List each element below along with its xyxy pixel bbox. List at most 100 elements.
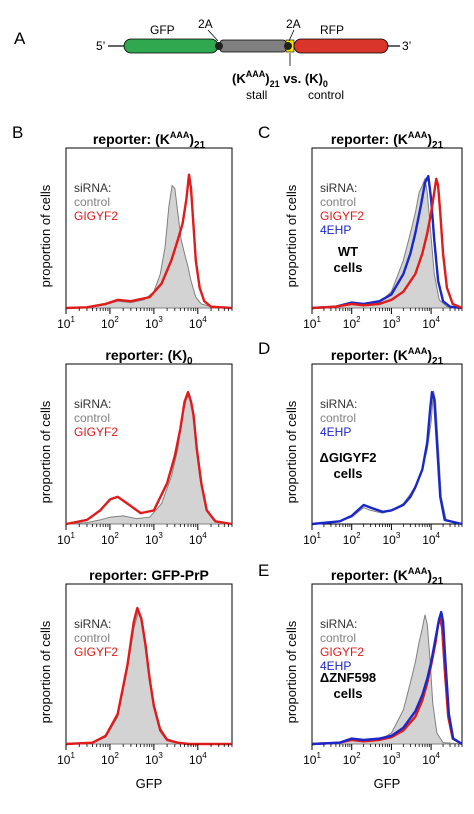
cell-line-note: ΔGIGYF2 cells bbox=[319, 450, 376, 481]
insert-caption: (KAAA)21 vs. (K)0 bbox=[232, 69, 328, 89]
legend-header: siRNA: bbox=[320, 617, 357, 631]
legend-entry-4ehp: 4EHP bbox=[320, 223, 351, 237]
legend-entry-4ehp: 4EHP bbox=[320, 659, 351, 673]
x-tick-label: 104 bbox=[422, 751, 440, 767]
two-a-left-label: 2A bbox=[198, 17, 213, 31]
x-tick-label: 103 bbox=[382, 315, 400, 331]
series-control-area bbox=[65, 184, 233, 309]
x-tick-label: 102 bbox=[101, 531, 119, 547]
x-tick-label: 103 bbox=[145, 751, 163, 767]
rfp-label: RFP bbox=[320, 23, 344, 37]
x-tick-label: 104 bbox=[422, 315, 440, 331]
y-axis-label: proportion of cells bbox=[284, 184, 299, 287]
gfp-segment bbox=[123, 38, 219, 54]
chart-title: reporter: (K)0 bbox=[105, 347, 193, 367]
x-tick-label: 103 bbox=[145, 315, 163, 331]
y-axis-label: proportion of cells bbox=[38, 620, 53, 723]
x-tick-label: 104 bbox=[189, 531, 207, 547]
chart-title: reporter: (KAAA)21 bbox=[93, 130, 206, 151]
legend-entry-control: control bbox=[320, 195, 356, 209]
y-axis-label: proportion of cells bbox=[38, 184, 53, 287]
chart-title: reporter: (KAAA)21 bbox=[331, 346, 444, 367]
panel-label-c: C bbox=[258, 123, 270, 142]
x-axis-label: GFP bbox=[374, 776, 401, 791]
series-gigyf2-line bbox=[311, 177, 463, 310]
chart-b2: reporter: (K)0 proportion of cells 101 102 1… bbox=[38, 347, 233, 547]
x-tick-label: 103 bbox=[382, 531, 400, 547]
x-tick-label: 101 bbox=[303, 531, 321, 547]
x-tick-label: 104 bbox=[422, 531, 440, 547]
chart-b1: reporter: (KAAA)21 proportion of cells 101… bbox=[38, 130, 233, 331]
chart-d: reporter: (KAAA)21 proportion of cells 101… bbox=[284, 346, 463, 547]
x-tick-label: 101 bbox=[57, 531, 75, 547]
two-a-right-label: 2A bbox=[286, 17, 301, 31]
legend-entry-gigyf2: GIGYF2 bbox=[74, 425, 118, 439]
legend-entry-gigyf2: GIGYF2 bbox=[320, 645, 364, 659]
plot-frame bbox=[311, 363, 463, 525]
chart-title: reporter: (KAAA)21 bbox=[331, 566, 444, 587]
series-gigyf2-line bbox=[65, 390, 233, 526]
x-tick-label: 102 bbox=[101, 315, 119, 331]
plot-frame bbox=[65, 363, 233, 525]
legend-entry-control: control bbox=[320, 631, 356, 645]
three-prime-label: 3’ bbox=[402, 39, 411, 53]
rfp-segment bbox=[293, 38, 389, 54]
legend-header: siRNA: bbox=[74, 617, 111, 631]
x-tick-label: 101 bbox=[303, 315, 321, 331]
series-gigyf2-line bbox=[65, 173, 233, 310]
legend-entry-control: control bbox=[74, 195, 110, 209]
legend-header: siRNA: bbox=[320, 397, 357, 411]
series-4ehp-line bbox=[311, 390, 463, 526]
chart-title: reporter: (KAAA)21 bbox=[331, 130, 444, 151]
cell-line-note: ΔZNF598 cells bbox=[320, 670, 376, 701]
x-tick-label: 101 bbox=[57, 751, 75, 767]
control-label: control bbox=[308, 88, 344, 102]
panel-label-e: E bbox=[258, 561, 269, 580]
x-tick-label: 102 bbox=[343, 751, 361, 767]
two-a-node-left bbox=[215, 42, 223, 50]
series-4ehp-line bbox=[311, 610, 463, 746]
series-4ehp-line bbox=[311, 174, 463, 310]
five-prime-label: 5’ bbox=[96, 39, 105, 53]
x-tick-label: 103 bbox=[145, 531, 163, 547]
x-tick-label: 102 bbox=[101, 751, 119, 767]
x-tick-label: 102 bbox=[343, 315, 361, 331]
legend-entry-gigyf2: GIGYF2 bbox=[74, 209, 118, 223]
legend-entry-4ehp: 4EHP bbox=[320, 425, 351, 439]
histogram-panels: reporter: (KAAA)21 proportion of cells 101… bbox=[38, 130, 463, 791]
legend-entry-control: control bbox=[320, 411, 356, 425]
two-a-right-pointer bbox=[288, 29, 295, 42]
x-axis-label: GFP bbox=[136, 776, 163, 791]
stall-label: stall bbox=[246, 88, 267, 102]
two-a-left-pointer bbox=[207, 29, 219, 42]
x-tick-label: 101 bbox=[57, 315, 75, 331]
chart-b3: reporter: GFP-PrP proportion of cells 101 1… bbox=[38, 567, 233, 791]
panel-label-d: D bbox=[258, 339, 270, 358]
legend-entry-control: control bbox=[74, 411, 110, 425]
legend-entry-gigyf2: GIGYF2 bbox=[74, 645, 118, 659]
panel-label-b: B bbox=[12, 123, 23, 142]
chart-e: reporter: (KAAA)21 proportion of cells 101… bbox=[284, 566, 463, 791]
y-axis-label: proportion of cells bbox=[284, 400, 299, 503]
two-a-node-right bbox=[284, 42, 292, 50]
x-tick-label: 101 bbox=[303, 751, 321, 767]
legend-entry-gigyf2: GIGYF2 bbox=[320, 209, 364, 223]
series-gigyf2-line bbox=[65, 606, 232, 746]
x-tick-label: 102 bbox=[343, 531, 361, 547]
cell-line-note: WT cells bbox=[334, 244, 363, 275]
x-tick-label: 104 bbox=[189, 315, 207, 331]
linker-segment bbox=[219, 39, 287, 53]
legend-entry-control: control bbox=[74, 631, 110, 645]
chart-title: reporter: GFP-PrP bbox=[89, 567, 209, 583]
legend-header: siRNA: bbox=[320, 181, 357, 195]
legend-header: siRNA: bbox=[74, 181, 111, 195]
legend-header: siRNA: bbox=[74, 397, 111, 411]
plot-frame bbox=[65, 147, 233, 309]
y-axis-label: proportion of cells bbox=[284, 620, 299, 723]
y-axis-label: proportion of cells bbox=[38, 400, 53, 503]
panel-label-a: A bbox=[14, 29, 26, 48]
x-tick-label: 104 bbox=[189, 751, 207, 767]
gfp-label: GFP bbox=[150, 23, 175, 37]
x-tick-label: 103 bbox=[382, 751, 400, 767]
